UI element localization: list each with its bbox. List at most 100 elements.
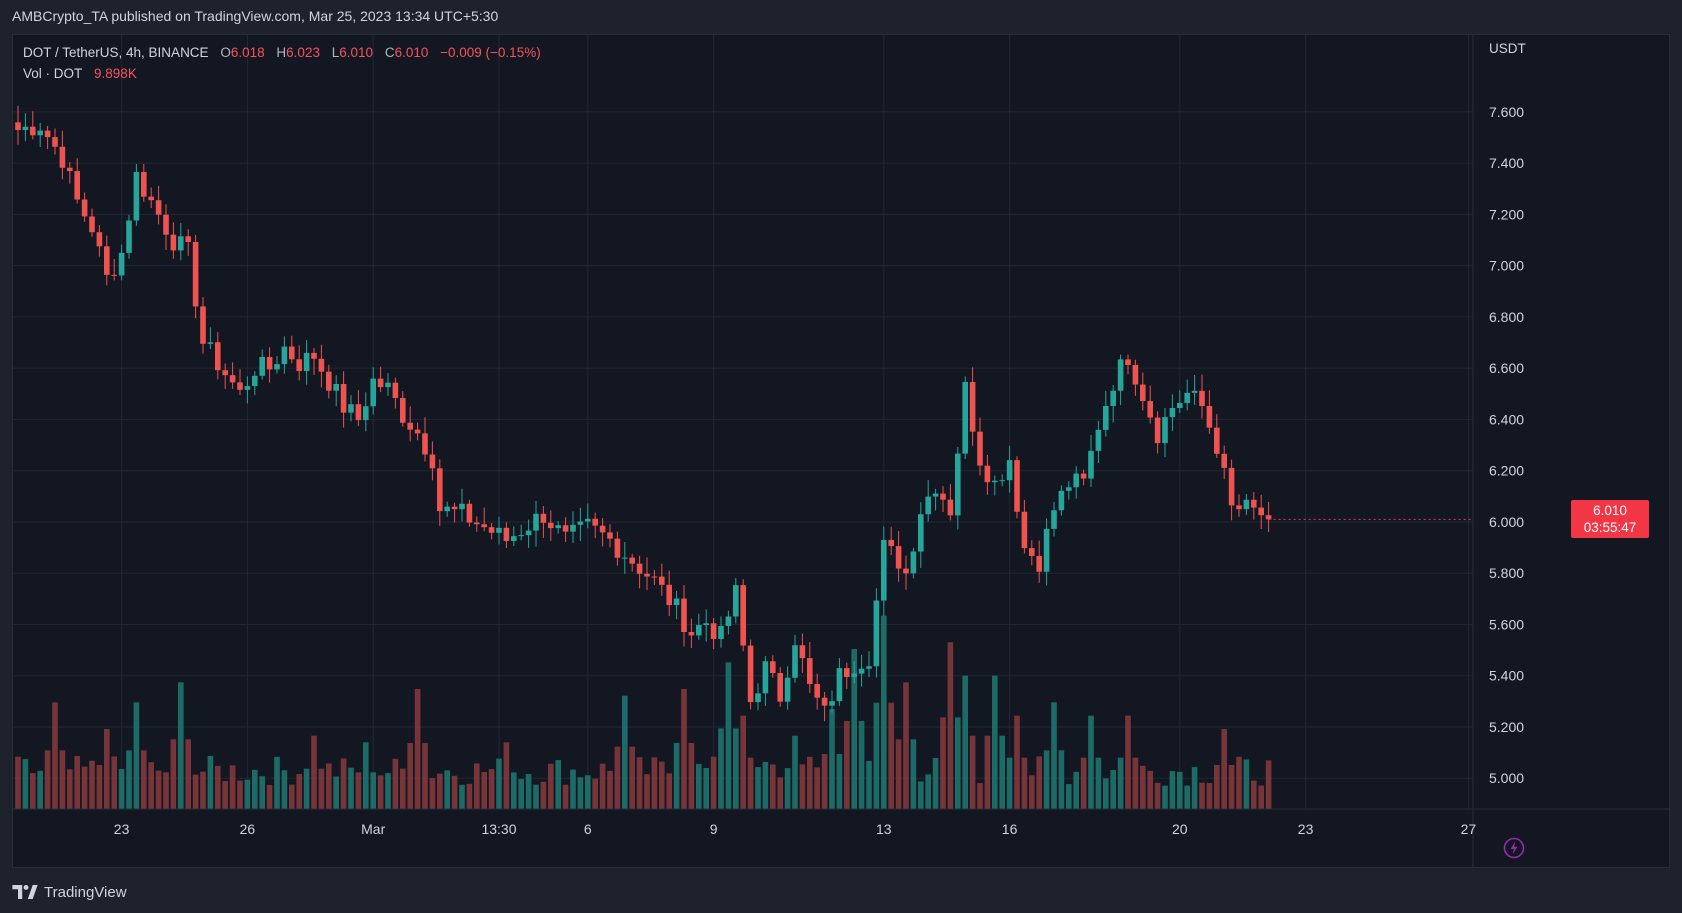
publisher-name[interactable]: AMBCrypto_TA <box>12 8 108 24</box>
volume-bar <box>355 772 362 809</box>
candle-body <box>607 532 613 539</box>
volume-bar <box>696 763 702 809</box>
candle-body <box>215 342 221 371</box>
volume-bar <box>592 778 598 809</box>
candle-body <box>888 539 894 547</box>
volume-bar <box>89 760 95 809</box>
volume-bar <box>474 763 480 809</box>
volume-bar <box>96 765 103 809</box>
volume-bar <box>1236 756 1242 809</box>
volume-bar <box>666 773 672 809</box>
volume-bar <box>451 775 458 809</box>
volume-bar <box>540 781 547 809</box>
volume-bar <box>67 769 73 809</box>
candle-body <box>414 429 421 434</box>
candle-body <box>1125 359 1131 365</box>
candle-body <box>1088 450 1094 479</box>
volume-bar <box>141 750 147 809</box>
candle-body <box>733 585 739 617</box>
symbol-title[interactable]: DOT / TetherUS, 4h, BINANCE <box>23 45 209 60</box>
volume-bar <box>703 768 709 809</box>
candle-body <box>940 493 946 500</box>
candle-body <box>858 668 865 674</box>
volume-bar <box>370 772 376 809</box>
candle-body <box>984 465 991 483</box>
volume-bar <box>148 762 154 809</box>
candle-body <box>821 697 828 706</box>
open-label: O <box>220 45 231 60</box>
candle-body <box>281 346 288 365</box>
candle-body <box>622 557 628 559</box>
candle-body <box>770 661 776 673</box>
volume-legend[interactable]: Vol · DOT 9.898K <box>23 66 137 81</box>
candle-body <box>599 525 606 533</box>
candle-body <box>52 137 58 147</box>
low-label: L <box>331 45 340 60</box>
y-tick-label: 7.200 <box>1489 206 1524 222</box>
candle-body <box>755 693 761 703</box>
candle-body <box>252 375 258 387</box>
volume-bar <box>377 775 384 809</box>
candle-body <box>163 214 169 235</box>
volume-bar <box>629 746 635 809</box>
volume-bar <box>163 772 169 809</box>
y-tick-label: 5.200 <box>1489 719 1524 735</box>
candle-body <box>1029 548 1035 556</box>
volume-bar <box>651 757 658 809</box>
volume-label[interactable]: Vol · DOT <box>23 66 83 81</box>
candle-body <box>377 378 384 388</box>
volume-bar <box>814 767 820 809</box>
candle-body <box>636 563 643 574</box>
candle-body <box>614 538 621 558</box>
volume-bar <box>577 777 584 809</box>
tradingview-brand[interactable]: TradingView <box>12 880 127 904</box>
volume-bar <box>1110 770 1116 809</box>
volume-bar <box>644 774 650 809</box>
volume-bar <box>962 675 968 809</box>
candle-body <box>570 524 576 532</box>
candle-body <box>895 546 902 569</box>
volume-bar <box>1073 771 1079 809</box>
candle-body <box>22 126 29 131</box>
candle-body <box>1036 555 1042 572</box>
lightning-icon[interactable] <box>1503 837 1525 859</box>
high-label: H <box>276 45 287 60</box>
candle-body <box>1214 427 1220 454</box>
volume-bar <box>969 735 976 809</box>
candle-body <box>533 513 539 531</box>
volume-bar <box>126 750 132 809</box>
volume-bar <box>999 735 1005 809</box>
last-price-label: 6.010 03:55:47 <box>1571 500 1649 539</box>
candle-body <box>244 386 251 390</box>
brand-name: TradingView <box>44 883 127 901</box>
candle-body <box>688 631 695 636</box>
candle-body <box>451 506 458 510</box>
candle-body <box>474 522 480 525</box>
x-tick-label: 23 <box>1298 821 1314 837</box>
x-tick-label: 13 <box>876 821 892 837</box>
candle-body <box>89 216 95 233</box>
y-tick-label: 5.400 <box>1489 668 1524 684</box>
volume-bar <box>281 770 288 809</box>
last-price-value: 6.010 <box>1593 503 1627 519</box>
volume-bar <box>1169 771 1176 809</box>
y-tick-label: 5.000 <box>1489 770 1524 786</box>
candle-body <box>15 122 21 131</box>
volume-bar <box>548 763 554 809</box>
candle-body <box>511 536 517 542</box>
volume-bar <box>992 675 998 809</box>
y-tick-label: 6.600 <box>1489 360 1524 376</box>
candle-body <box>1140 384 1146 402</box>
volume-bar <box>1228 765 1235 809</box>
chart-pane[interactable]: 7.600 7.400 7.200 7.000 6.800 6.600 6.400 6.200… <box>12 34 1670 868</box>
candle-body <box>503 527 510 542</box>
volume-bar <box>22 759 29 809</box>
volume-bar <box>947 642 954 809</box>
axes: 7.600 7.400 7.200 7.000 6.800 6.600 6.400 6.200… <box>13 35 1669 867</box>
x-tick-label: 23 <box>114 821 130 837</box>
volume-bar <box>844 721 850 809</box>
symbol-legend[interactable]: DOT / TetherUS, 4h, BINANCE O6.018 H6.02… <box>23 45 541 60</box>
price-chart-svg[interactable]: 7.600 7.400 7.200 7.000 6.800 6.600 6.400 6.200… <box>13 35 1669 867</box>
candle-body <box>873 600 880 667</box>
candle-body <box>400 397 406 423</box>
